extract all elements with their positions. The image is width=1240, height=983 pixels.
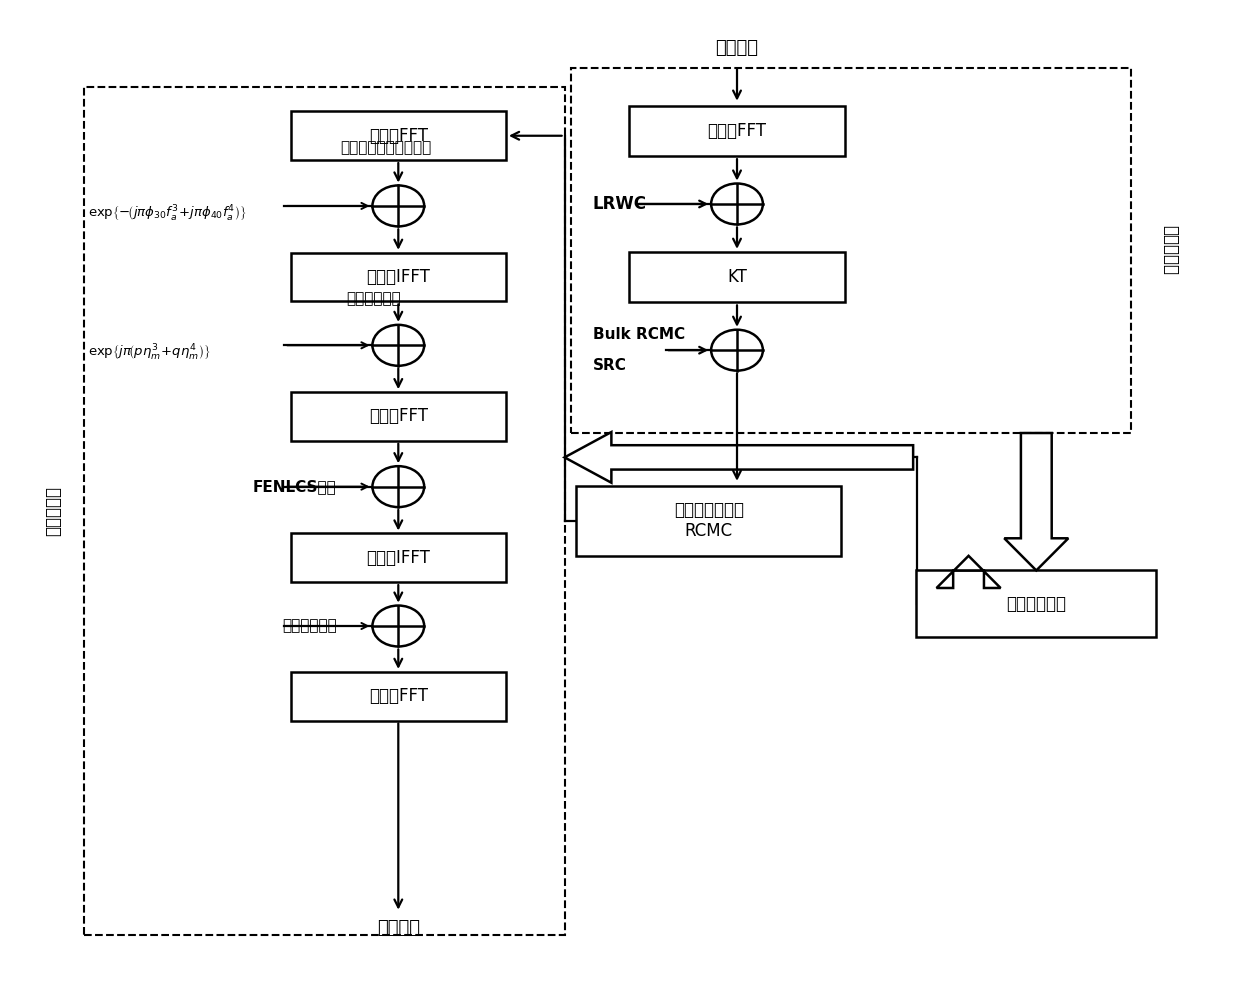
Text: 方位向FFT: 方位向FFT — [368, 407, 428, 426]
Bar — [570, 68, 1131, 434]
Text: 方位向FFT: 方位向FFT — [368, 687, 428, 705]
Bar — [290, 534, 506, 582]
Text: 方位空变的剩余
RCMC: 方位空变的剩余 RCMC — [673, 501, 744, 540]
Bar — [290, 671, 506, 721]
PathPatch shape — [1004, 434, 1069, 570]
Text: LRWC: LRWC — [593, 195, 647, 213]
Text: 方位向IFFT: 方位向IFFT — [366, 268, 430, 286]
Bar — [290, 392, 506, 440]
Text: 距离向处理: 距离向处理 — [1162, 225, 1179, 275]
Text: 时域聚焦处理: 时域聚焦处理 — [281, 618, 337, 633]
Text: Bulk RCMC: Bulk RCMC — [593, 327, 684, 342]
PathPatch shape — [936, 555, 1001, 588]
Text: 二次椭圆模型: 二次椭圆模型 — [1007, 595, 1066, 612]
Text: FENLCS因子: FENLCS因子 — [253, 479, 337, 494]
Text: KT: KT — [727, 268, 746, 286]
Text: 方位向FFT: 方位向FFT — [368, 127, 428, 145]
Bar — [290, 111, 506, 160]
Bar — [84, 87, 564, 935]
Bar — [577, 486, 841, 555]
Text: 距离向FFT: 距离向FFT — [708, 122, 766, 140]
Text: 方位向IFFT: 方位向IFFT — [366, 549, 430, 567]
Bar — [629, 105, 844, 156]
Bar — [629, 252, 844, 303]
Text: 四阶调节因子: 四阶调节因子 — [346, 291, 401, 306]
Text: $\mathrm{exp}\left\{j\pi\!\left(p\eta_m^3\!+\!q\eta_m^4\right)\right\}$: $\mathrm{exp}\left\{j\pi\!\left(p\eta_m^… — [88, 343, 211, 363]
Bar — [916, 570, 1157, 637]
Text: $\mathrm{exp}\left\{-\!\left(j\pi\phi_{30}f_a^3\!+\!j\pi\phi_{40}f_a^4\right)\ri: $\mathrm{exp}\left\{-\!\left(j\pi\phi_{3… — [88, 203, 247, 224]
PathPatch shape — [564, 433, 913, 483]
Text: SRC: SRC — [593, 358, 626, 374]
Bar — [290, 253, 506, 302]
Text: 方位向处理: 方位向处理 — [45, 486, 62, 536]
Text: 频域高次非空变预滤波: 频域高次非空变预滤波 — [340, 140, 432, 155]
Text: 聚焦图像: 聚焦图像 — [377, 919, 420, 937]
Text: 接收回波: 接收回波 — [715, 39, 759, 57]
